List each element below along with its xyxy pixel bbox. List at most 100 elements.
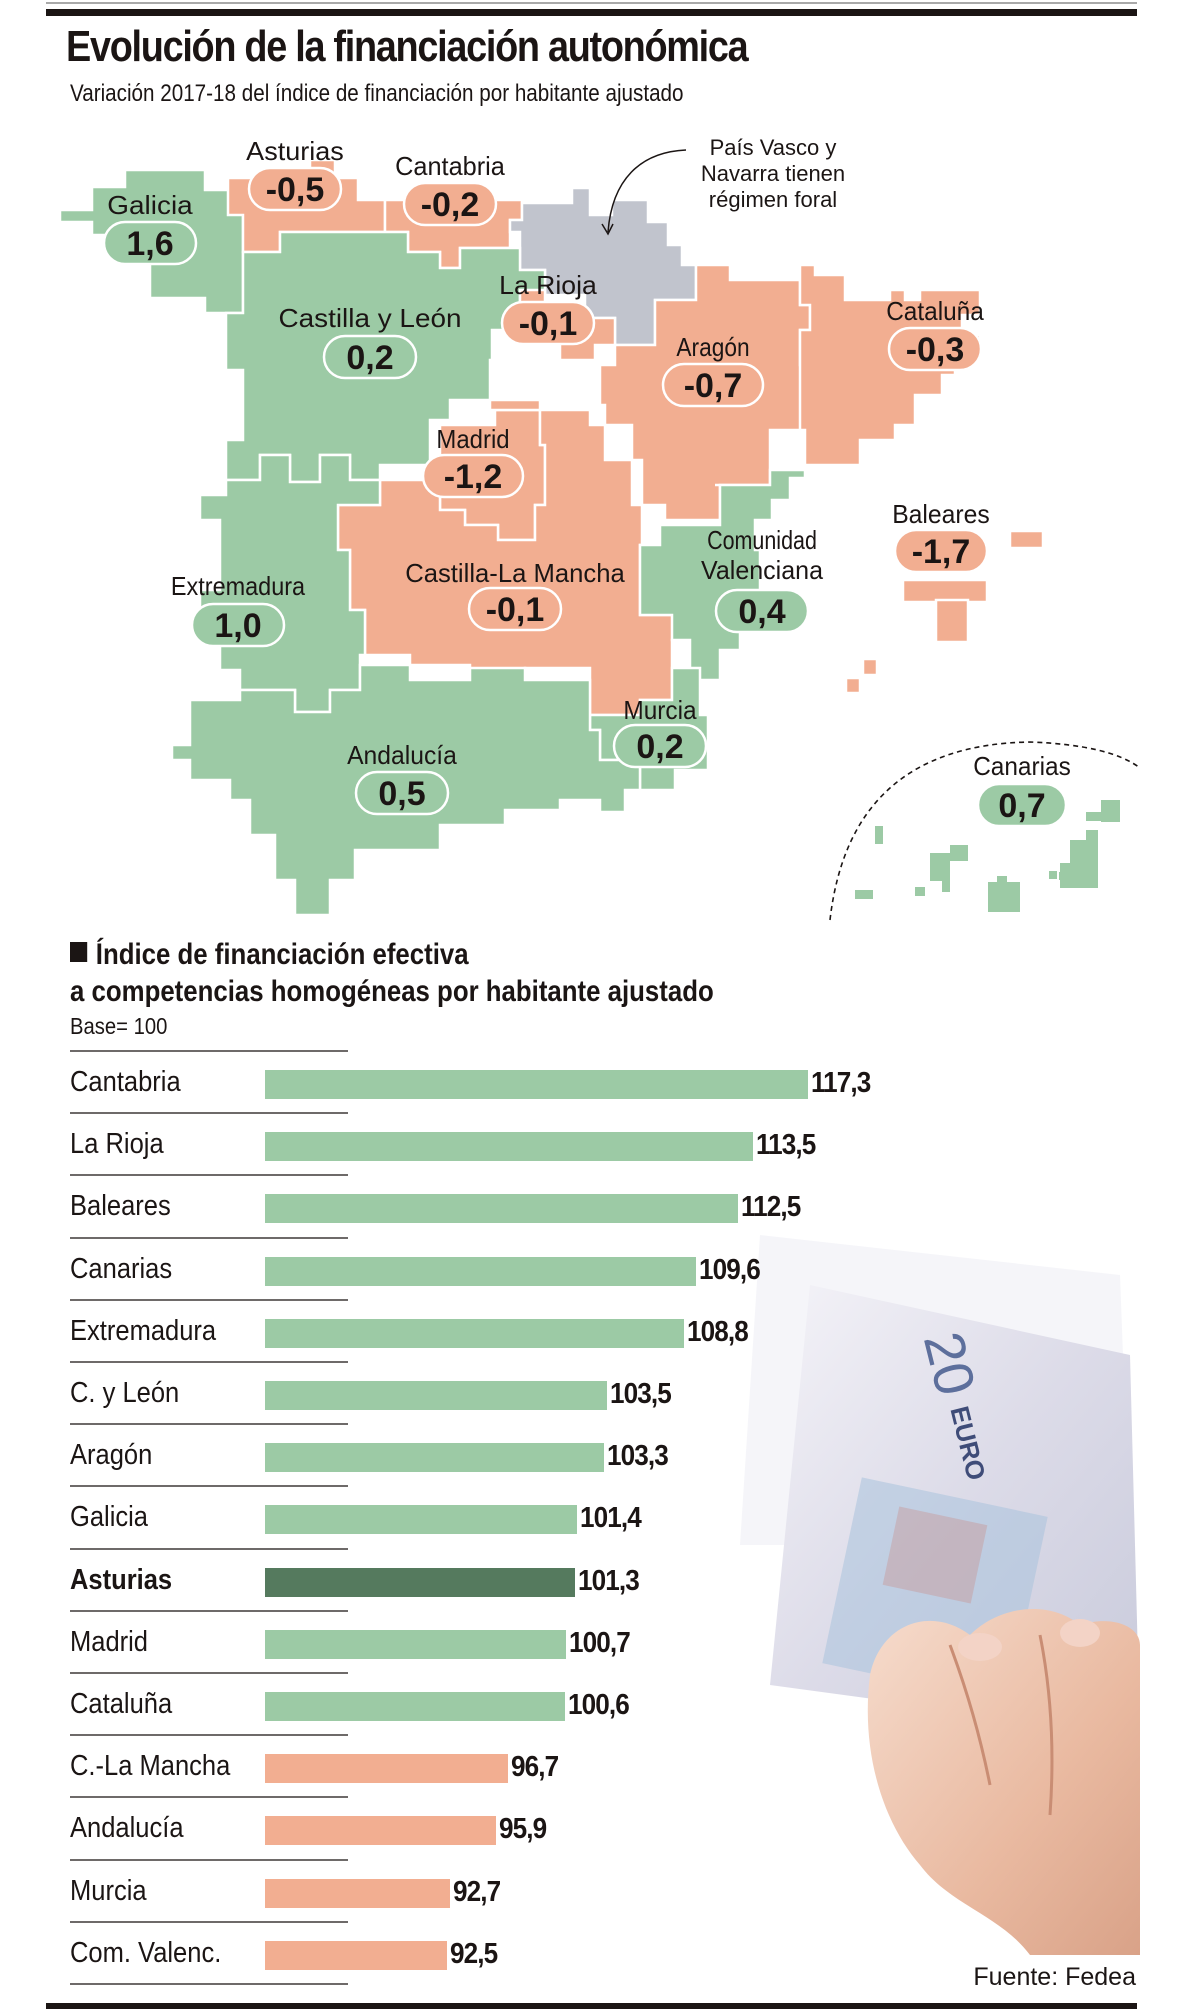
map-value-madrid: -1,2 (444, 458, 503, 496)
bar-label: Madrid (70, 1625, 149, 1658)
fingernail-icon (1060, 1619, 1100, 1647)
map-value-badge-madrid (421, 453, 525, 499)
spain-map: País Vasco y Navarra tienen régimen fora… (58, 135, 1141, 921)
bar-label: Murcia (70, 1874, 147, 1907)
row-separator (70, 1361, 348, 1363)
map-region-valenciana (638, 468, 807, 717)
map-value-galicia: 1,6 (126, 225, 173, 263)
bar-la-rioja (265, 1132, 753, 1162)
thumbnail-icon (958, 1633, 1002, 1661)
row-separator (70, 1050, 348, 1052)
bar-label: La Rioja (70, 1128, 164, 1161)
bar-cantabria (265, 1070, 808, 1099)
map-value-baleares: -1,7 (912, 533, 971, 571)
hand-finger-crease-2 (1038, 1634, 1054, 1816)
row-separator (70, 1174, 348, 1177)
map-value-castilla-la-mancha: -0,1 (486, 591, 545, 629)
page-title: Evolución de la financiación autonómica (66, 22, 749, 71)
map-value-badge-baleares (893, 528, 989, 574)
map-value-badge-extremadura (190, 602, 286, 648)
bar-value-label: 113,5 (755, 1129, 816, 1162)
euro-bill-arch (882, 1506, 988, 1604)
bar-label: Cataluña (70, 1688, 173, 1720)
bar-chart-title: Índice de financiación efectiva (95, 938, 469, 971)
hand-finger-crease (948, 1644, 992, 1786)
bottom-rule (46, 2003, 1137, 2009)
bar-value-label: 112,5 (741, 1191, 801, 1224)
bar-label: Extremadura (70, 1314, 217, 1347)
bar-asturias (265, 1567, 576, 1597)
row-separator (70, 1547, 348, 1550)
row-separator (70, 1112, 348, 1115)
foral-arrowhead-icon (601, 223, 614, 236)
map-value-catalu-a: -0,3 (906, 331, 965, 369)
row-separator (70, 1983, 348, 1985)
bar-galicia (265, 1505, 577, 1535)
row-separator (70, 1672, 348, 1674)
map-value-canarias: 0,7 (998, 787, 1045, 825)
bar-c-y-le-n (265, 1381, 608, 1410)
bar-arag-n (265, 1443, 605, 1473)
map-label-asturias: Asturias (246, 136, 344, 166)
bar-label: Canarias (70, 1252, 173, 1285)
euro-bill-denomination: 20 (912, 1326, 988, 1402)
row-separator (70, 1298, 348, 1301)
bar-value-label: 92,7 (452, 1875, 501, 1908)
hand-icon (867, 1608, 1140, 1955)
map-region-canarias (855, 800, 1120, 912)
map-value-badge-andaluc-a (354, 770, 450, 816)
map-label-baleares: Baleares (892, 499, 990, 529)
bar-label: Asturias (70, 1563, 173, 1596)
bar-com-valenc- (265, 1940, 447, 1970)
map-label-la-rioja: La Rioja (499, 270, 597, 300)
map-label-galicia: Galicia (107, 190, 193, 220)
map-label-comunidad: Comunidad (707, 525, 817, 555)
bar-label: Baleares (70, 1190, 171, 1223)
foral-note-line-2: Navarra tienen (701, 161, 845, 186)
bar-value-label: 95,9 (499, 1813, 547, 1846)
bar-value-label: 101,3 (578, 1564, 640, 1597)
bar-label: Com. Valenc. (70, 1936, 222, 1969)
row-separator (70, 1920, 348, 1923)
bar-value-label: 100,6 (567, 1689, 630, 1721)
bar-value-label: 92,5 (449, 1937, 498, 1970)
page-subtitle: Variación 2017-18 del índice de financia… (70, 80, 684, 107)
bar-chart-heading: Índice de financiación efectiva a compet… (70, 936, 714, 1010)
foral-note-line-1: País Vasco y (710, 135, 837, 160)
map-label-comunidad-line2: Valenciana (701, 555, 824, 585)
map-label-madrid: Madrid (436, 424, 509, 454)
foral-arrow-icon (607, 149, 687, 233)
bar-label: Cantabria (70, 1066, 181, 1098)
bar-extremadura (265, 1318, 685, 1348)
row-separator (70, 1858, 348, 1861)
bar-label: Galicia (70, 1501, 149, 1534)
map-value-la-rioja: -0,1 (519, 305, 578, 343)
map-value-comunidad: 0,4 (738, 593, 785, 631)
bar-value-label: 100,7 (569, 1626, 631, 1659)
bar-value-label: 109,6 (698, 1253, 761, 1286)
map-value-asturias: -0,5 (266, 171, 325, 209)
map-region-baleares (844, 529, 1045, 695)
bar-label: Aragón (70, 1439, 153, 1472)
bar-label: C. y León (70, 1377, 180, 1409)
top-rule-thick (46, 9, 1137, 16)
map-value-badge-arag-n (661, 362, 765, 408)
map-region-extremadura (198, 453, 382, 714)
row-separator (70, 1485, 348, 1488)
top-rule-thin (46, 2, 1137, 4)
bar-value-label: 103,3 (607, 1440, 669, 1473)
map-label-canarias: Canarias (973, 751, 1071, 781)
map-value-badge-canarias (976, 782, 1068, 828)
heading-square-icon (70, 942, 88, 962)
map-value-badge-cantabria (402, 181, 498, 227)
map-label-castilla-la-mancha: Castilla-La Mancha (405, 558, 625, 588)
map-value-extremadura: 1,0 (214, 607, 261, 645)
map-label-catalu-a: Cataluña (886, 296, 984, 326)
map-value-castilla-y-le-n: 0,2 (346, 339, 393, 377)
bar-murcia (265, 1878, 450, 1908)
bar-value-label: 103,5 (610, 1378, 672, 1410)
map-value-cantabria: -0,2 (421, 186, 480, 224)
map-label-cantabria: Cantabria (395, 151, 505, 181)
canarias-inset-arc (829, 741, 1141, 921)
map-value-badge-catalu-a (887, 326, 983, 372)
